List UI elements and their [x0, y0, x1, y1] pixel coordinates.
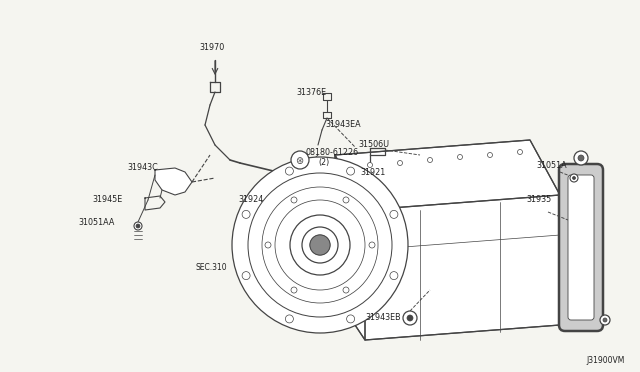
Circle shape [407, 315, 413, 321]
Circle shape [428, 157, 433, 163]
Polygon shape [335, 140, 560, 340]
Circle shape [578, 155, 584, 161]
Circle shape [570, 174, 578, 182]
Circle shape [574, 151, 588, 165]
Circle shape [343, 287, 349, 293]
Circle shape [518, 150, 522, 154]
Text: SEC.310: SEC.310 [195, 263, 227, 272]
Circle shape [302, 227, 338, 263]
Circle shape [390, 211, 398, 218]
Circle shape [397, 160, 403, 166]
Text: 31943EB: 31943EB [365, 313, 401, 322]
Circle shape [291, 197, 297, 203]
Circle shape [265, 242, 271, 248]
Text: 31970: 31970 [200, 43, 225, 52]
Text: 31943C: 31943C [127, 163, 157, 172]
Circle shape [600, 315, 610, 325]
Text: $\circledast$: $\circledast$ [296, 154, 305, 166]
Circle shape [285, 167, 293, 175]
Circle shape [343, 197, 349, 203]
Text: (2): (2) [318, 158, 329, 167]
Circle shape [347, 167, 355, 175]
Text: 31051AA: 31051AA [78, 218, 115, 227]
Text: 31943EA: 31943EA [325, 120, 360, 129]
Circle shape [242, 272, 250, 280]
Circle shape [136, 224, 140, 228]
Circle shape [232, 157, 408, 333]
Circle shape [275, 200, 365, 290]
Circle shape [458, 154, 463, 160]
FancyBboxPatch shape [568, 175, 594, 320]
Circle shape [291, 287, 297, 293]
Circle shape [347, 315, 355, 323]
Circle shape [403, 311, 417, 325]
Circle shape [488, 153, 493, 157]
Circle shape [262, 187, 378, 303]
Text: 31506U: 31506U [358, 140, 389, 149]
Polygon shape [365, 195, 560, 340]
Circle shape [573, 176, 575, 180]
Text: 31921: 31921 [360, 168, 385, 177]
Text: 31924: 31924 [238, 195, 263, 204]
Circle shape [310, 235, 330, 255]
Circle shape [285, 315, 293, 323]
Polygon shape [335, 140, 560, 210]
Text: 31935: 31935 [526, 195, 551, 204]
Text: 31945E: 31945E [92, 195, 122, 204]
Text: 31376E: 31376E [296, 88, 326, 97]
Text: J31900VM: J31900VM [587, 356, 625, 365]
Circle shape [242, 211, 250, 218]
Circle shape [369, 242, 375, 248]
Circle shape [134, 222, 142, 230]
Polygon shape [335, 155, 365, 340]
Circle shape [603, 318, 607, 322]
Circle shape [290, 215, 350, 275]
Circle shape [310, 235, 330, 255]
Text: 08180-61226: 08180-61226 [305, 148, 358, 157]
FancyBboxPatch shape [559, 164, 603, 331]
Text: 31051A: 31051A [536, 161, 566, 170]
Circle shape [291, 151, 309, 169]
Polygon shape [155, 168, 192, 195]
Circle shape [367, 163, 372, 167]
Circle shape [248, 173, 392, 317]
Circle shape [390, 272, 398, 280]
